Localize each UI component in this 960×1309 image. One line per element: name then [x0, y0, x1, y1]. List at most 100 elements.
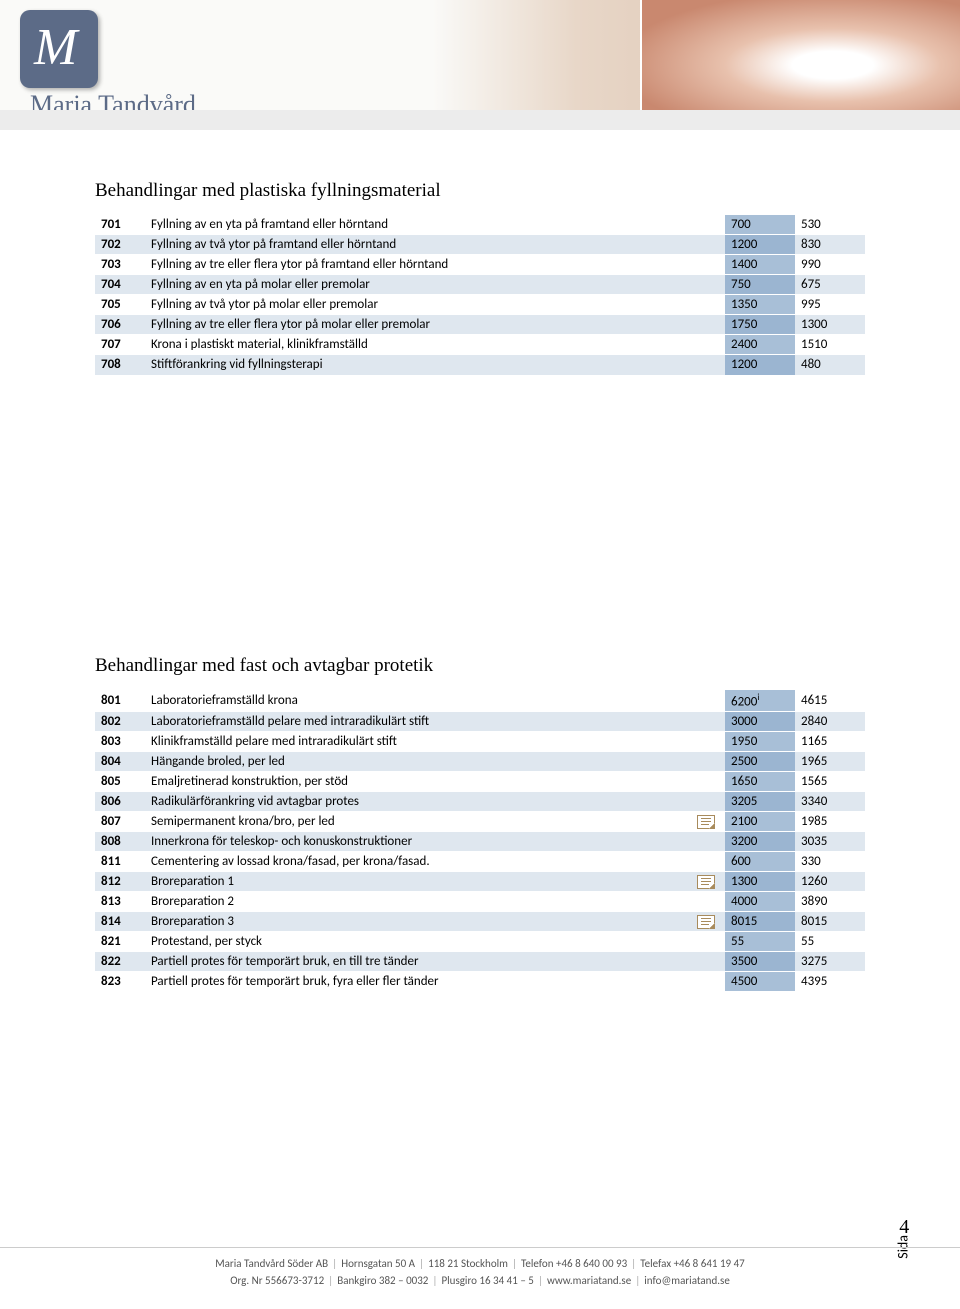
comment-cell — [691, 831, 725, 851]
price2-cell: 3340 — [795, 791, 865, 811]
price1-cell: 700 — [725, 215, 795, 235]
code-cell: 806 — [95, 791, 145, 811]
comment-cell — [691, 771, 725, 791]
section-title-2: Behandlingar med fast och avtagbar prote… — [95, 655, 865, 677]
table-row: 702Fyllning av två ytor på framtand elle… — [95, 235, 865, 255]
price2-cell: 1165 — [795, 731, 865, 751]
price1-cell: 600 — [725, 851, 795, 871]
price1-cell: 750 — [725, 275, 795, 295]
comment-icon[interactable] — [697, 915, 715, 929]
code-cell: 803 — [95, 731, 145, 751]
code-cell: 822 — [95, 951, 145, 971]
separator: | — [332, 1257, 337, 1270]
price2-cell: 55 — [795, 931, 865, 951]
price2-cell: 1300 — [795, 315, 865, 335]
separator: | — [631, 1257, 636, 1270]
table-row: 705Fyllning av två ytor på molar eller p… — [95, 295, 865, 315]
code-cell: 708 — [95, 355, 145, 375]
header-banner: M Maria Tandvård — [0, 0, 960, 130]
comment-cell — [691, 891, 725, 911]
desc-cell: Emaljretinerad konstruktion, per stöd — [145, 771, 691, 791]
desc-cell: Broreparation 1 — [145, 871, 691, 891]
page-number: 4 — [900, 1217, 910, 1240]
price2-cell: 530 — [795, 215, 865, 235]
desc-cell: Protestand, per styck — [145, 931, 691, 951]
separator: | — [538, 1274, 543, 1287]
price2-cell: 830 — [795, 235, 865, 255]
price2-cell: 990 — [795, 255, 865, 275]
desc-cell: Cementering av lossad krona/fasad, per k… — [145, 851, 691, 871]
table-row: 812Broreparation 113001260 — [95, 871, 865, 891]
table-row: 821Protestand, per styck5555 — [95, 931, 865, 951]
logo-text: Maria Tandvård — [30, 90, 196, 120]
price2-cell: 330 — [795, 851, 865, 871]
desc-cell: Semipermanent krona/bro, per led — [145, 811, 691, 831]
header-photo — [640, 0, 960, 130]
comment-cell — [701, 295, 725, 315]
price1-cell: 8015 — [725, 911, 795, 931]
comment-cell — [691, 931, 725, 951]
price1-cell: 4500 — [725, 971, 795, 991]
comment-cell — [701, 315, 725, 335]
comment-cell — [691, 731, 725, 751]
comment-icon[interactable] — [697, 875, 715, 889]
price1-cell: 2400 — [725, 335, 795, 355]
price1-cell: 1350 — [725, 295, 795, 315]
code-cell: 702 — [95, 235, 145, 255]
code-cell: 802 — [95, 711, 145, 731]
price1-cell: 2100 — [725, 811, 795, 831]
desc-cell: Fyllning av tre eller flera ytor på fram… — [145, 255, 701, 275]
comment-cell — [701, 235, 725, 255]
code-cell: 812 — [95, 871, 145, 891]
page-content: Behandlingar med plastiska fyllningsmate… — [0, 130, 960, 1111]
code-cell: 704 — [95, 275, 145, 295]
table-row: 808Innerkrona för teleskop- och konuskon… — [95, 831, 865, 851]
price1-cell: 3205 — [725, 791, 795, 811]
footer: Maria Tandvård Söder AB|Hornsgatan 50 A|… — [0, 1247, 960, 1289]
footer-part: www.mariatand.se — [547, 1274, 631, 1287]
table-row: 803Klinikframställd pelare med intraradi… — [95, 731, 865, 751]
price1-cell: 1650 — [725, 771, 795, 791]
price2-cell: 480 — [795, 355, 865, 375]
desc-cell: Krona i plastiskt material, klinikframst… — [145, 335, 701, 355]
price1-cell: 3000 — [725, 711, 795, 731]
table-row: 704Fyllning av en yta på molar eller pre… — [95, 275, 865, 295]
code-cell: 808 — [95, 831, 145, 851]
footer-part: Hornsgatan 50 A — [341, 1257, 415, 1270]
code-cell: 821 — [95, 931, 145, 951]
code-cell: 811 — [95, 851, 145, 871]
price2-cell: 1260 — [795, 871, 865, 891]
price-table-1: 701Fyllning av en yta på framtand eller … — [95, 214, 865, 375]
comment-cell — [701, 275, 725, 295]
price1-cell: 1950 — [725, 731, 795, 751]
price-table-2: 801Laboratorieframställd krona6200i46158… — [95, 689, 865, 992]
price1-cell: 1200 — [725, 355, 795, 375]
footer-part: Bankgiro 382 – 0032 — [337, 1274, 428, 1287]
code-cell: 814 — [95, 911, 145, 931]
price2-cell: 8015 — [795, 911, 865, 931]
table-row: 706Fyllning av tre eller flera ytor på m… — [95, 315, 865, 335]
price2-cell: 2840 — [795, 711, 865, 731]
footer-part: Plusgiro 16 34 41 – 5 — [441, 1274, 533, 1287]
section-title-1: Behandlingar med plastiska fyllningsmate… — [95, 180, 865, 202]
price2-cell: 3890 — [795, 891, 865, 911]
price2-cell: 995 — [795, 295, 865, 315]
price1-cell: 2500 — [725, 751, 795, 771]
footer-line-2: Org. Nr 556673-3712|Bankgiro 382 – 0032|… — [0, 1273, 960, 1290]
table-row: 823Partiell protes för temporärt bruk, f… — [95, 971, 865, 991]
comment-cell — [691, 711, 725, 731]
comment-cell — [691, 871, 725, 891]
logo: M Maria Tandvård — [20, 10, 280, 110]
desc-cell: Broreparation 2 — [145, 891, 691, 911]
footer-part: Telefax +46 8 641 19 47 — [640, 1257, 745, 1270]
table-row: 707Krona i plastiskt material, klinikfra… — [95, 335, 865, 355]
price1-cell: 6200i — [725, 689, 795, 711]
comment-icon[interactable] — [697, 815, 715, 829]
desc-cell: Partiell protes för temporärt bruk, en t… — [145, 951, 691, 971]
table-row: 811Cementering av lossad krona/fasad, pe… — [95, 851, 865, 871]
separator: | — [328, 1274, 333, 1287]
separator: | — [512, 1257, 517, 1270]
desc-cell: Fyllning av två ytor på molar eller prem… — [145, 295, 701, 315]
footer-part: info@mariatand.se — [644, 1274, 730, 1287]
price1-cell: 3500 — [725, 951, 795, 971]
